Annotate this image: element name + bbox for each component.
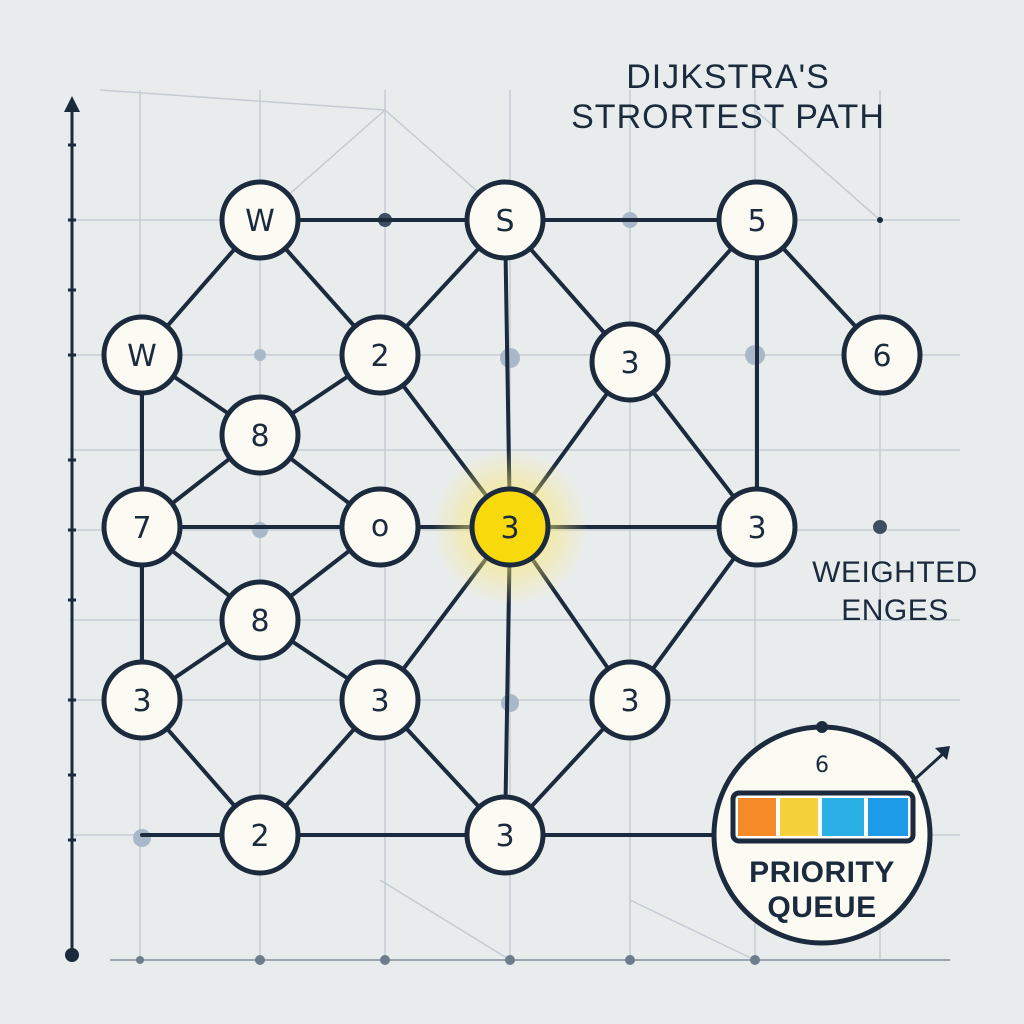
- svg-text:2: 2: [370, 339, 389, 374]
- graph-node[interactable]: 3: [716, 486, 798, 568]
- pq-top-knob: [816, 721, 828, 733]
- arrow-icon: [910, 750, 947, 784]
- graph-node[interactable]: S: [464, 179, 546, 261]
- graph-node[interactable]: W: [219, 179, 301, 261]
- pq-top-label: 6: [815, 753, 829, 778]
- svg-text:3: 3: [747, 511, 766, 546]
- pq-slot: [822, 798, 864, 836]
- svg-text:S: S: [495, 204, 514, 239]
- svg-text:2: 2: [250, 819, 269, 854]
- graph-node[interactable]: 2: [339, 314, 421, 396]
- y-axis: [64, 96, 80, 962]
- highlighted-node[interactable]: 3: [469, 486, 551, 568]
- weighted-edges-label: WEIGHTED ENGES: [812, 556, 978, 627]
- graph-node[interactable]: 6: [841, 314, 923, 396]
- pq-slot: [780, 798, 818, 836]
- pq-slot: [868, 798, 908, 836]
- diagram-title: DIJKSTRA'S STRORTEST PATH: [571, 58, 885, 136]
- svg-text:5: 5: [747, 204, 766, 239]
- graph-node[interactable]: 8: [219, 579, 301, 661]
- graph-node[interactable]: 2: [219, 794, 301, 876]
- pq-slot: [738, 798, 776, 836]
- nodes: W S 5 W 2 3 6 8: [101, 179, 923, 876]
- graph-node[interactable]: 8: [219, 394, 301, 476]
- svg-text:STRORTEST PATH: STRORTEST PATH: [571, 98, 885, 136]
- arrow-head-icon: [935, 746, 950, 760]
- svg-text:ENGES: ENGES: [841, 594, 949, 627]
- pq-label-line1: PRIORITY: [749, 856, 895, 889]
- svg-text:3: 3: [500, 511, 519, 546]
- svg-text:6: 6: [872, 339, 891, 374]
- svg-text:DIJKSTRA'S: DIJKSTRA'S: [626, 58, 830, 96]
- priority-queue[interactable]: 6 PRIORITY QUEUE: [711, 721, 950, 946]
- svg-text:o: o: [371, 509, 389, 544]
- graph-node[interactable]: W: [101, 314, 183, 396]
- svg-text:W: W: [127, 339, 157, 374]
- graph-node[interactable]: 3: [464, 794, 546, 876]
- svg-text:3: 3: [620, 684, 639, 719]
- svg-text:3: 3: [495, 819, 514, 854]
- svg-text:WEIGHTED: WEIGHTED: [812, 556, 978, 589]
- graph-node[interactable]: 3: [339, 659, 421, 741]
- graph-node[interactable]: 5: [716, 179, 798, 261]
- svg-text:W: W: [245, 204, 275, 239]
- svg-text:8: 8: [250, 604, 269, 639]
- graph-node[interactable]: 7: [101, 486, 183, 568]
- x-axis: [110, 955, 950, 965]
- svg-text:7: 7: [132, 511, 151, 546]
- svg-text:3: 3: [370, 684, 389, 719]
- svg-text:3: 3: [132, 684, 151, 719]
- graph-node[interactable]: o: [339, 486, 421, 568]
- graph-node[interactable]: 3: [589, 659, 671, 741]
- svg-text:3: 3: [620, 346, 639, 381]
- graph-node[interactable]: 3: [101, 659, 183, 741]
- svg-text:8: 8: [250, 419, 269, 454]
- pq-label-line2: QUEUE: [767, 891, 876, 924]
- graph-node[interactable]: 3: [589, 321, 671, 403]
